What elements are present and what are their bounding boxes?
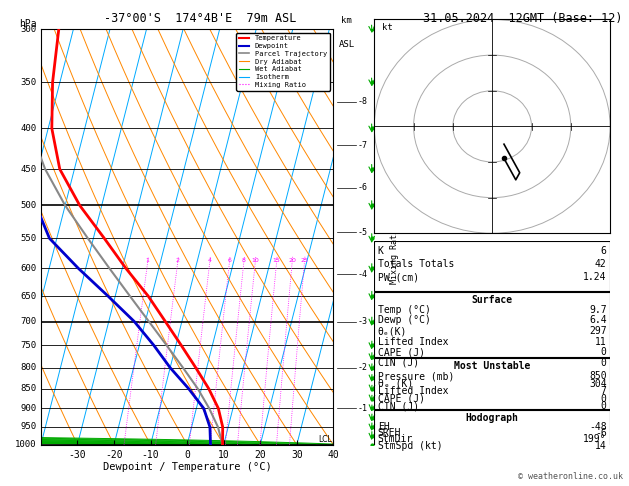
Text: 0: 0	[601, 394, 606, 404]
Text: 6.4: 6.4	[589, 315, 606, 326]
Text: 14: 14	[595, 441, 606, 451]
Text: 800: 800	[20, 363, 36, 372]
Text: Dewp (°C): Dewp (°C)	[378, 315, 431, 326]
Text: 1: 1	[146, 258, 150, 262]
Text: 750: 750	[20, 341, 36, 350]
Text: 15: 15	[273, 258, 281, 262]
Text: 42: 42	[595, 259, 606, 269]
Text: LCL: LCL	[318, 435, 332, 444]
Text: θₑ(K): θₑ(K)	[378, 326, 407, 336]
Text: θₑ (K): θₑ (K)	[378, 379, 413, 389]
Text: Hodograph: Hodograph	[465, 413, 519, 423]
Text: StmSpd (kt): StmSpd (kt)	[378, 441, 442, 451]
Text: -1: -1	[357, 404, 367, 413]
Legend: Temperature, Dewpoint, Parcel Trajectory, Dry Adiabat, Wet Adiabat, Isotherm, Mi: Temperature, Dewpoint, Parcel Trajectory…	[236, 33, 330, 90]
Bar	[374, 410, 610, 446]
Text: 199°: 199°	[583, 434, 606, 445]
Text: EH: EH	[378, 422, 389, 432]
Text: 850: 850	[20, 384, 36, 393]
Text: 25: 25	[301, 258, 308, 262]
Bar	[374, 358, 610, 409]
Text: -6: -6	[595, 428, 606, 438]
Text: 304: 304	[589, 379, 606, 389]
Bar	[374, 241, 610, 291]
Text: CAPE (J): CAPE (J)	[378, 394, 425, 404]
Text: Lifted Index: Lifted Index	[378, 337, 448, 347]
Text: 0: 0	[601, 358, 606, 368]
Text: hPa: hPa	[19, 19, 36, 29]
Text: 350: 350	[20, 78, 36, 87]
Text: 11: 11	[595, 337, 606, 347]
Text: -37°00'S  174°4B'E  79m ASL: -37°00'S 174°4B'E 79m ASL	[104, 12, 296, 25]
Text: Mixing Ratio (g/kg): Mixing Ratio (g/kg)	[390, 190, 399, 284]
Text: 7: 7	[601, 386, 606, 396]
Text: 2: 2	[175, 258, 180, 262]
Text: K: K	[378, 245, 384, 256]
Text: 8: 8	[242, 258, 246, 262]
Text: © weatheronline.co.uk: © weatheronline.co.uk	[518, 472, 623, 481]
Text: 850: 850	[589, 371, 606, 381]
Text: 700: 700	[20, 317, 36, 326]
Text: 20: 20	[288, 258, 296, 262]
Text: 1000: 1000	[15, 440, 36, 449]
Text: 300: 300	[20, 25, 36, 34]
Text: 900: 900	[20, 404, 36, 413]
Text: -5: -5	[357, 227, 367, 237]
Text: Temp (°C): Temp (°C)	[378, 305, 431, 315]
Text: 600: 600	[20, 264, 36, 273]
Text: 1.24: 1.24	[583, 272, 606, 282]
Text: 10: 10	[252, 258, 259, 262]
Text: 9.7: 9.7	[589, 305, 606, 315]
Text: Totals Totals: Totals Totals	[378, 259, 454, 269]
Text: StmDir: StmDir	[378, 434, 413, 445]
Text: CAPE (J): CAPE (J)	[378, 347, 425, 357]
Text: 6: 6	[601, 245, 606, 256]
Text: -2: -2	[357, 363, 367, 372]
Text: 6: 6	[228, 258, 231, 262]
Text: Most Unstable: Most Unstable	[454, 361, 530, 371]
Text: SREH: SREH	[378, 428, 401, 438]
Text: 450: 450	[20, 165, 36, 174]
Text: ASL: ASL	[338, 39, 355, 49]
Text: Lifted Index: Lifted Index	[378, 386, 448, 396]
Text: -3: -3	[357, 317, 367, 326]
Text: 650: 650	[20, 292, 36, 300]
Text: PW (cm): PW (cm)	[378, 272, 419, 282]
Text: -6: -6	[357, 183, 367, 192]
Text: 500: 500	[20, 201, 36, 210]
Text: 4: 4	[208, 258, 212, 262]
Text: 400: 400	[20, 124, 36, 133]
Text: 0: 0	[601, 401, 606, 412]
Text: -8: -8	[357, 97, 367, 106]
Text: 297: 297	[589, 326, 606, 336]
Text: kt: kt	[382, 23, 393, 32]
Text: CIN (J): CIN (J)	[378, 401, 419, 412]
Text: Pressure (mb): Pressure (mb)	[378, 371, 454, 381]
Text: -7: -7	[357, 141, 367, 150]
Text: 0: 0	[601, 347, 606, 357]
Text: km: km	[341, 16, 352, 25]
Text: CIN (J): CIN (J)	[378, 358, 419, 368]
Text: 31.05.2024  12GMT (Base: 12): 31.05.2024 12GMT (Base: 12)	[423, 12, 623, 25]
Text: -48: -48	[589, 422, 606, 432]
Text: 550: 550	[20, 234, 36, 243]
Text: Surface: Surface	[472, 295, 513, 305]
Bar	[374, 292, 610, 357]
Text: -4: -4	[357, 270, 367, 278]
X-axis label: Dewpoint / Temperature (°C): Dewpoint / Temperature (°C)	[103, 462, 272, 472]
Text: 950: 950	[20, 422, 36, 432]
